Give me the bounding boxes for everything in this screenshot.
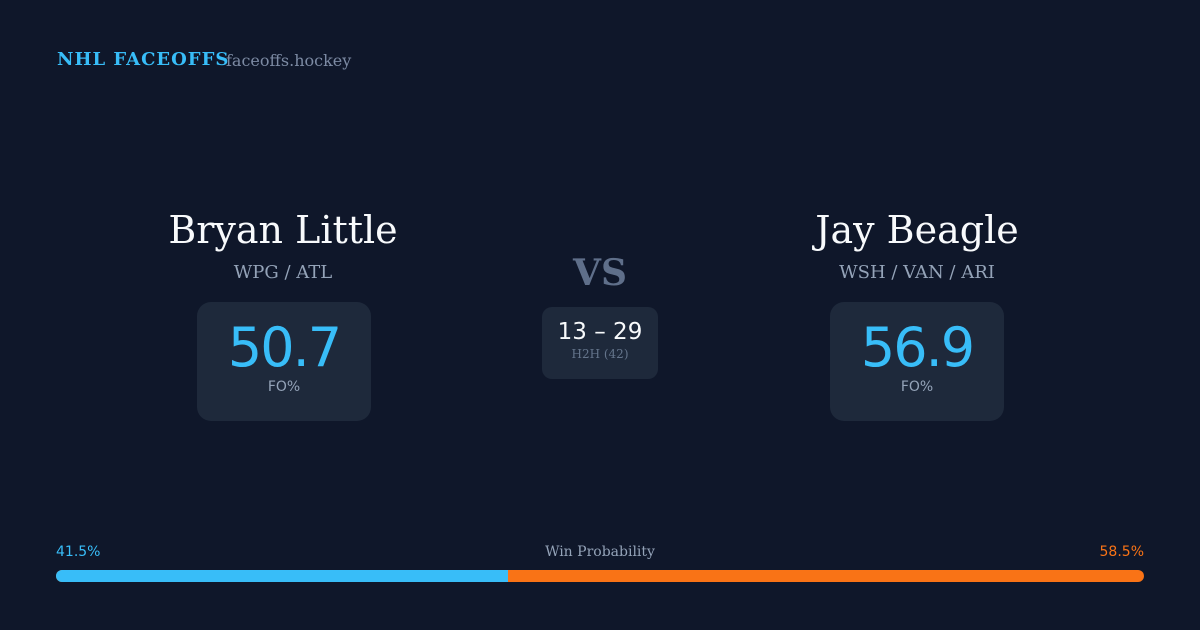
left-fo-card: 50.7 FO% <box>197 302 371 421</box>
right-fo-label: FO% <box>900 379 934 395</box>
right-player-teams: WSH / VAN / ARI <box>839 262 995 283</box>
site-url: faceoffs.hockey <box>226 51 352 70</box>
right-player-name: Jay Beagle <box>815 208 1019 252</box>
h2h-score: 13 – 29 <box>557 319 643 345</box>
h2h-card: 13 – 29 H2H (42) <box>542 307 658 379</box>
left-player-teams: WPG / ATL <box>233 262 333 283</box>
right-fo-card: 56.9 FO% <box>830 302 1004 421</box>
win-probability-label: Win Probability <box>545 544 655 560</box>
h2h-count: H2H (42) <box>571 347 629 361</box>
brand-title: NHL FACEOFFS <box>57 49 230 70</box>
win-probability-bar <box>56 570 1144 582</box>
right-win-probability: 58.5% <box>1099 544 1144 560</box>
vs-label: VS <box>573 252 627 294</box>
left-win-probability: 41.5% <box>56 544 101 560</box>
left-fo-label: FO% <box>267 379 301 395</box>
left-fo-value: 50.7 <box>227 316 342 379</box>
right-fo-value: 56.9 <box>860 316 975 379</box>
left-player-name: Bryan Little <box>168 208 398 252</box>
left-probability-fill <box>56 570 508 582</box>
